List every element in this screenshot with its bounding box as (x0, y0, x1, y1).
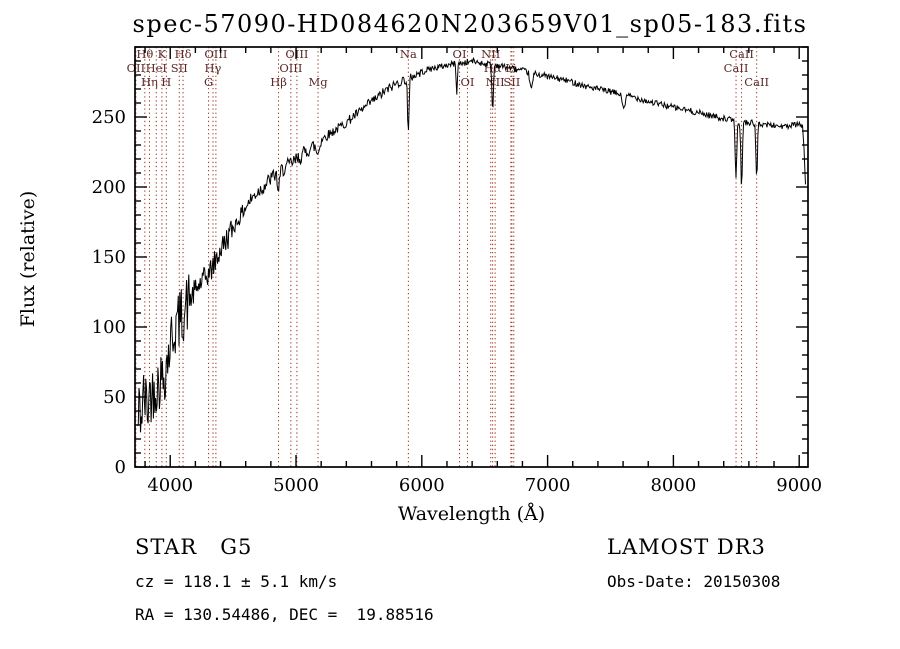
axis-ticks (135, 46, 808, 468)
spectral-line-label: H (161, 75, 171, 89)
spectral-line-label: Hδ (175, 47, 192, 61)
spectral-line-label: Mg (308, 75, 328, 89)
survey-text: LAMOST DR3 (607, 535, 766, 559)
x-axis-label: Wavelength (Å) (397, 503, 546, 525)
spectral-line-label: NII (481, 47, 500, 61)
spectral-line-label: SII (171, 61, 188, 75)
spectral-line-label: NII (486, 75, 505, 89)
spectral-line-label: CaII (744, 75, 769, 89)
x-tick-label: 5000 (273, 475, 319, 496)
x-tick-label: 6000 (399, 475, 445, 496)
spectral-line-label: Hγ (205, 61, 222, 75)
star-class-text: STAR G5 (135, 535, 253, 559)
y-tick-label: 100 (92, 317, 126, 338)
spectral-line-label: Hθ (136, 47, 153, 61)
spectral-line-label: OIII (279, 61, 302, 75)
y-axis-label: Flux (relative) (17, 190, 39, 328)
x-tick-label: 7000 (525, 475, 571, 496)
spectral-line-label: K (158, 47, 167, 61)
y-tick-label: 200 (92, 177, 126, 198)
y-tick-label: 250 (92, 107, 126, 128)
spectral-line-label: OIII (204, 47, 227, 61)
plot-title: spec-57090-HD084620N203659V01_sp05-183.f… (132, 10, 808, 38)
x-tick-label: 4000 (147, 475, 193, 496)
y-tick-label: 150 (92, 247, 126, 268)
spectral-line-label: Na (400, 47, 417, 61)
ra-dec-text: RA = 130.54486, DEC = 19.88516 (135, 605, 434, 624)
spectrum-path (137, 56, 806, 433)
y-tick-label: 0 (115, 457, 126, 478)
spectral-line-label: Hβ (270, 75, 287, 89)
cz-text: cz = 118.1 ± 5.1 km/s (135, 572, 338, 591)
x-tick-label: 8000 (650, 475, 696, 496)
obs-date-text: Obs-Date: 20150308 (607, 572, 781, 591)
spectral-line-label: OI (460, 75, 474, 89)
spectral-line-label: G (204, 75, 213, 89)
spectral-line-label: OI (453, 47, 467, 61)
spectral-line-label: CaII (724, 61, 749, 75)
spectral-line-label: SII (503, 75, 520, 89)
axes-frame (134, 46, 809, 468)
spectral-line-label: CaII (729, 47, 754, 61)
spectral-line-label: OIII (285, 47, 308, 61)
x-tick-label: 9000 (776, 475, 822, 496)
spectral-line-label: Hη (141, 75, 158, 89)
spectral-line-label: HeI (146, 61, 167, 75)
x-tick-labels: 4000 5000 6000 7000 8000 9000 (147, 475, 822, 496)
y-tick-label: 50 (103, 387, 126, 408)
y-tick-labels: 0 50 100 150 200 250 (92, 107, 126, 478)
spectral-line-label: OII (127, 61, 146, 75)
